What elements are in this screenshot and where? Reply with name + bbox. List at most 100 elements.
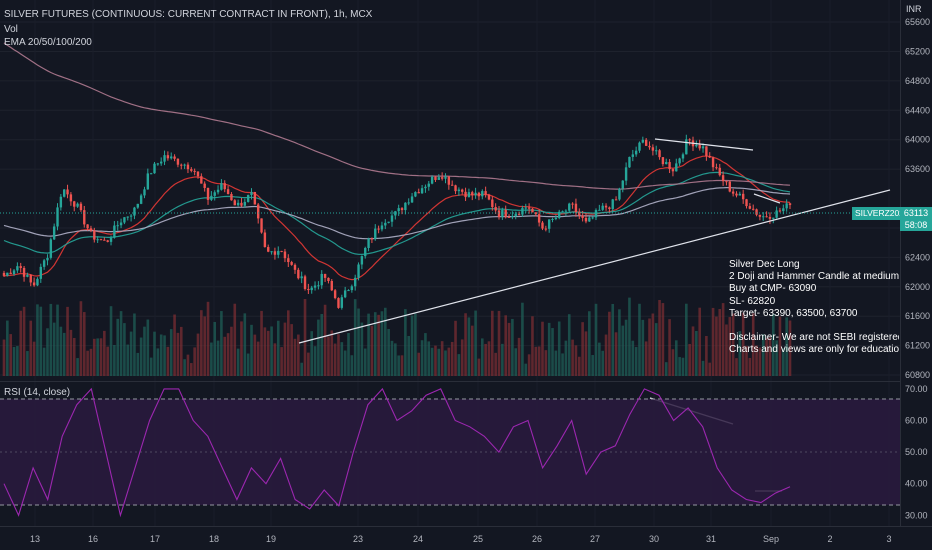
- volume-bar: [775, 340, 778, 376]
- candle-body: [2, 272, 6, 276]
- candle-body: [598, 209, 601, 211]
- candle-body: [501, 209, 504, 217]
- candle-body: [240, 202, 243, 206]
- volume-bar: [106, 346, 109, 376]
- candle-body: [477, 192, 481, 197]
- candle-body: [541, 222, 544, 229]
- volume-bar: [427, 341, 431, 376]
- volume-bar: [434, 345, 437, 376]
- volume-bar: [668, 319, 671, 376]
- volume-bar: [350, 355, 354, 376]
- volume-bar: [19, 310, 23, 376]
- candle-body: [79, 203, 83, 211]
- last-price-tag: 63113 58:08: [900, 207, 932, 231]
- volume-bar: [52, 322, 56, 376]
- candle-body: [628, 156, 631, 168]
- volume-bar: [594, 303, 598, 376]
- volume-bar: [741, 312, 745, 376]
- price-tick-label: 64400: [905, 105, 930, 115]
- volume-bar: [487, 341, 491, 376]
- candle-body: [614, 199, 618, 201]
- candle-body: [668, 162, 671, 170]
- volume-bar: [708, 362, 712, 376]
- candle-body: [166, 155, 170, 159]
- rsi-label[interactable]: RSI (14, close): [4, 387, 71, 398]
- candle-body: [711, 157, 715, 168]
- volume-bar: [407, 335, 411, 376]
- candle-body: [554, 217, 558, 219]
- candle-body: [173, 156, 176, 159]
- volume-label[interactable]: Vol: [4, 24, 18, 35]
- volume-bar: [186, 354, 190, 376]
- volume-bar: [213, 321, 217, 376]
- volume-bar: [554, 350, 558, 376]
- volume-bar: [474, 310, 477, 376]
- volume-bar: [651, 313, 655, 376]
- ema-label[interactable]: EMA 20/50/100/200: [4, 37, 92, 48]
- volume-bar: [424, 333, 427, 376]
- volume-bar: [454, 320, 457, 376]
- candle-body: [427, 183, 430, 187]
- candle-body: [447, 176, 451, 185]
- volume-bar: [203, 316, 206, 376]
- volume-bar: [664, 362, 668, 376]
- volume-bar: [400, 355, 404, 376]
- volume-bar: [598, 342, 601, 376]
- time-tick-label: 3: [886, 534, 891, 544]
- volume-bar: [123, 323, 126, 376]
- volume-bar: [544, 350, 548, 376]
- volume-bar: [193, 347, 196, 376]
- candle-body: [778, 210, 782, 212]
- volume-bar: [233, 303, 237, 376]
- volume-bar: [771, 314, 775, 376]
- candle-body: [695, 144, 698, 147]
- volume-bar: [674, 340, 678, 376]
- price-tick-label: 65200: [905, 46, 930, 56]
- volume-bar: [256, 341, 260, 376]
- volume-bar: [69, 329, 73, 376]
- candle-body: [564, 210, 568, 212]
- price-tick-label: 62400: [905, 252, 930, 262]
- candle-body: [350, 286, 354, 291]
- trade-annotation[interactable]: Silver Dec Long 2 Doji and Hammer Candle…: [729, 259, 899, 371]
- volume-bar: [270, 326, 273, 376]
- volume-bar: [440, 341, 444, 376]
- price-tick-label: 61600: [905, 311, 930, 321]
- volume-bar: [307, 352, 310, 376]
- volume-bar: [126, 344, 130, 376]
- volume-bar: [243, 313, 247, 376]
- candle-body: [738, 193, 742, 196]
- volume-bar: [507, 322, 511, 376]
- candle-body: [170, 156, 173, 159]
- countdown-value: 58:08: [904, 220, 928, 230]
- volume-bar: [119, 311, 123, 376]
- candle-body: [728, 181, 731, 192]
- volume-bar: [250, 324, 253, 376]
- candle-body: [143, 189, 146, 196]
- candle-body: [464, 191, 467, 198]
- candle-body: [333, 290, 337, 299]
- candle-body: [424, 186, 427, 189]
- candle-body: [604, 205, 608, 208]
- candle-body: [594, 210, 598, 218]
- candle-body: [641, 139, 645, 143]
- volume-bar: [534, 346, 538, 376]
- volume-bar: [320, 314, 324, 376]
- volume-bar: [260, 310, 263, 376]
- candle-body: [524, 207, 527, 209]
- candle-body: [290, 262, 293, 265]
- candle-body: [544, 228, 548, 230]
- volume-bar: [517, 337, 521, 376]
- volume-bar: [577, 356, 581, 376]
- volume-bar: [93, 338, 96, 376]
- volume-bar: [343, 350, 347, 376]
- volume-bar: [39, 306, 43, 376]
- time-tick-label: 27: [590, 534, 600, 544]
- volume-bar: [641, 319, 645, 376]
- candle-body: [360, 256, 364, 265]
- candle-body: [527, 207, 531, 209]
- volume-bar: [464, 313, 467, 376]
- volume-bar: [581, 322, 584, 376]
- volume-bar: [223, 336, 227, 376]
